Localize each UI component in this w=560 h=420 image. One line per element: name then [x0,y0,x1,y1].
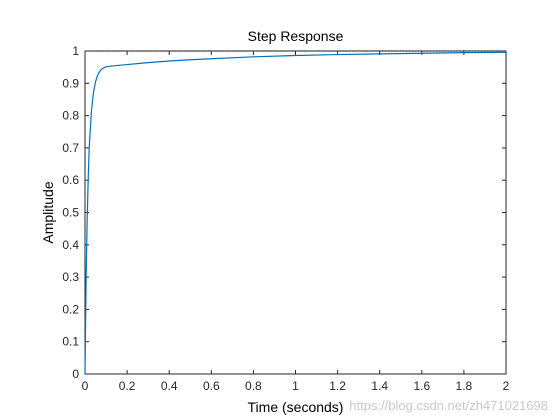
y-tick-label: 0.3 [62,270,79,284]
y-tick-label: 0.7 [62,141,79,155]
y-tick-label: 1 [72,44,79,58]
axis-ticks [84,50,507,375]
x-tick-label: 1.2 [329,379,346,393]
y-tick-label: 0 [72,367,79,381]
x-tick-label: 2 [503,379,510,393]
y-tick-label: 0.4 [62,238,79,252]
y-tick-label: 0.8 [62,109,79,123]
x-tick-label: 1.6 [413,379,430,393]
x-tick-label: 1 [292,379,299,393]
y-axis-title: Amplitude [40,181,56,243]
x-axis-title: Time (seconds) [248,399,344,415]
x-tick-label: 0 [82,379,89,393]
watermark-text: https://blog.csdn.net/zh471021698 [349,398,548,413]
plot-area: 0 0.2 0.4 0.6 0.8 1 1.2 1.4 1.6 1.8 2 0 0.1 0.2 0.3 0.… [62,44,509,393]
x-tick-label: 0.6 [203,379,220,393]
y-tick-label: 0.5 [62,206,79,220]
x-tick-label: 1.4 [371,379,388,393]
y-tick-label: 0.1 [62,335,79,349]
y-tick-labels: 0 0.1 0.2 0.3 0.4 0.5 0.6 0.7 0.8 0.9 1 [62,44,79,381]
x-tick-label: 0.8 [245,379,262,393]
y-tick-label: 0.9 [62,76,79,90]
x-tick-label: 0.4 [161,379,178,393]
y-tick-label: 0.2 [62,302,79,316]
x-tick-label: 1.8 [456,379,473,393]
chart-title: Step Response [248,28,344,44]
x-tick-labels: 0 0.2 0.4 0.6 0.8 1 1.2 1.4 1.6 1.8 2 [82,379,510,393]
series-line [84,51,507,375]
y-tick-label: 0.6 [62,173,79,187]
x-tick-label: 0.2 [119,379,136,393]
